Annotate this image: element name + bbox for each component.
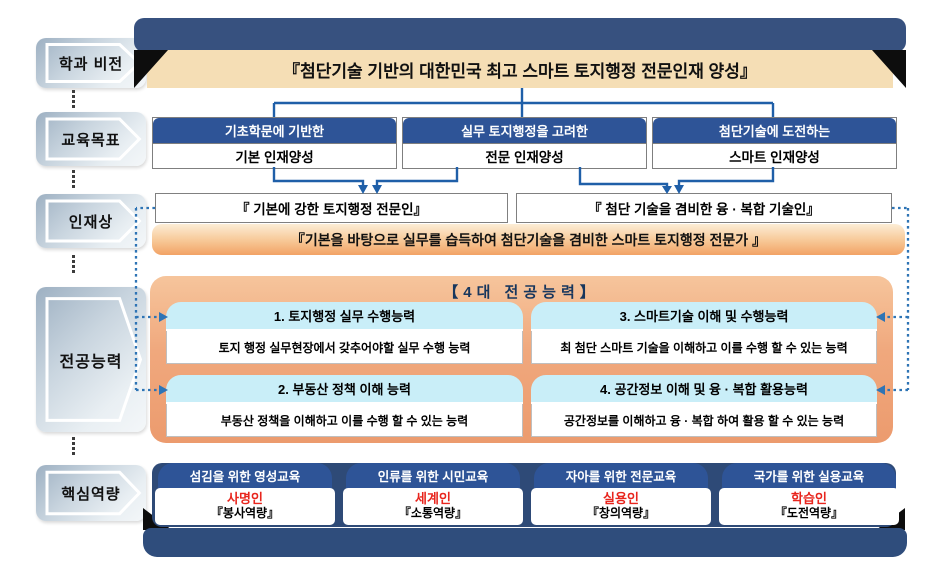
talent-box-tech-expert: 『 첨단 기술을 겸비한 융 · 복합 기술인』 [516,193,892,223]
sidebar-item-talent-profile: 인재상 [36,194,146,248]
competency-card-4: 4. 공간정보 이해 및 융 · 복합 활용능력 공간정보를 이해하고 융 · … [531,375,877,437]
sidebar-item-education-goals: 교육목표 [36,112,146,166]
bottom-ribbon-bar [143,528,907,557]
ellipsis-dots [72,437,75,455]
goal-box-professional: 실무 토지행정을 고려한 전문 인재양성 [402,117,647,169]
core-card-body: 학습인 『도전역량』 [719,488,899,525]
ellipsis-dots [72,170,75,188]
talent-box-basic-expert: 『 기본에 강한 토지행정 전문인』 [155,193,508,223]
sidebar-label: 교육목표 [61,131,121,149]
competency-card-desc: 최 첨단 스마트 기술을 이해하고 이를 수행 할 수 있는 능력 [531,331,877,364]
core-card-communication: 인류를 위한 시민교육 세계인 『소통역량』 [343,463,523,525]
core-card-header: 섬김을 위한 영성교육 [158,463,332,488]
core-card-name: 학습인 [791,491,827,507]
vision-banner: 『첨단기술 기반의 대한민국 최고 스마트 토지행정 전문인재 양성』 [147,50,893,88]
sidebar-label: 인재상 [68,213,114,231]
chevron-shape-icon [36,465,146,521]
core-card-challenge: 국가를 위한 실용교육 학습인 『도전역량』 [719,463,899,525]
core-card-capability: 『도전역량』 [774,506,844,521]
competency-card-desc: 토지 행정 실무현장에서 갖추어야할 실무 수행 능력 [166,331,523,364]
goal-box-header: 실무 토지행정을 고려한 [403,118,646,144]
top-ribbon-bar [134,18,906,52]
goal-box-smart: 첨단기술에 도전하는 스마트 인재양성 [652,117,897,169]
core-card-header: 인류를 위한 시민교육 [346,463,520,488]
talent-summary-banner: 『기본을 바탕으로 실무를 습득하여 첨단기술을 겸비한 스마트 토지행정 전문… [152,224,905,255]
core-card-service: 섬김을 위한 영성교육 사명인 『봉사역량』 [155,463,335,525]
competency-card-header: 3. 스마트기술 이해 및 수행능력 [531,302,877,331]
sidebar-label: 핵심역량 [61,485,121,503]
competency-card-header: 2. 부동산 정책 이해 능력 [166,375,523,404]
sidebar-label: 학과 비전 [58,55,124,73]
competency-card-header: 4. 공간정보 이해 및 융 · 복합 활용능력 [531,375,877,404]
core-card-name: 세계인 [415,491,451,507]
core-card-capability: 『소통역량』 [398,506,468,521]
chevron-shape-icon [36,38,146,88]
chevron-shape-icon [36,287,146,432]
competency-card-header: 1. 토지행정 실무 수행능력 [166,302,523,331]
goal-box-body: 전문 인재양성 [485,150,564,165]
major-competency-title: 【4대 전공능력】 [443,284,600,301]
core-card-capability: 『창의역량』 [586,506,656,521]
goal-box-body: 기본 인재양성 [235,150,314,165]
vision-to-goals-connector [272,88,775,117]
competency-card-2: 2. 부동산 정책 이해 능력 부동산 정책을 이해하고 이를 수행 할 수 있… [166,375,523,437]
competency-card-1: 1. 토지행정 실무 수행능력 토지 행정 실무현장에서 갖추어야할 실무 수행… [166,302,523,364]
chevron-shape-icon [36,112,146,166]
ellipsis-dots [72,90,75,108]
competency-card-desc: 부동산 정책을 이해하고 이를 수행 할 수 있는 능력 [166,404,523,437]
goals-to-talent-connector [272,167,775,187]
core-card-header: 자아를 위한 전문교육 [534,463,708,488]
core-card-header: 국가를 위한 실용교육 [722,463,896,488]
core-card-body: 사명인 『봉사역량』 [155,488,335,525]
core-card-body: 세계인 『소통역량』 [343,488,523,525]
competency-card-3: 3. 스마트기술 이해 및 수행능력 최 첨단 스마트 기술을 이해하고 이를 … [531,302,877,364]
ellipsis-dots [72,255,75,273]
sidebar-item-major-competency: 전공능력 [36,287,146,432]
sidebar-item-core-competency: 핵심역량 [36,465,146,521]
core-card-creativity: 자아를 위한 전문교육 실용인 『창의역량』 [531,463,711,525]
sidebar-label: 전공능력 [59,353,123,371]
goal-box-basic: 기초학문에 기반한 기본 인재양성 [152,117,397,169]
chevron-shape-icon [36,194,146,248]
core-card-capability: 『봉사역량』 [210,506,280,521]
core-card-name: 실용인 [603,491,639,507]
sidebar-item-vision: 학과 비전 [36,38,146,88]
core-card-body: 실용인 『창의역량』 [531,488,711,525]
goal-box-header: 기초학문에 기반한 [153,118,396,144]
core-card-name: 사명인 [227,491,263,507]
competency-card-desc: 공간정보를 이해하고 융 · 복합 하여 활용 할 수 있는 능력 [531,404,877,437]
goal-box-header: 첨단기술에 도전하는 [653,118,896,144]
goal-box-body: 스마트 인재양성 [729,150,820,165]
